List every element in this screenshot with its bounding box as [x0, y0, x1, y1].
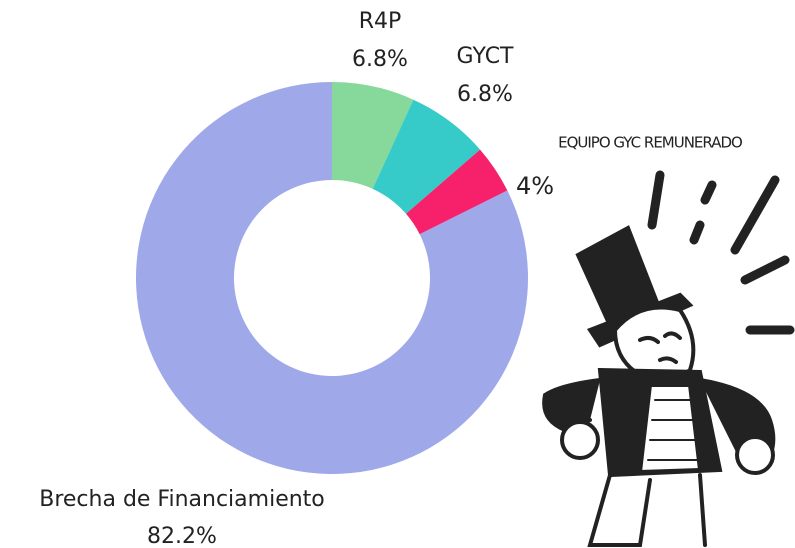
value-label: 6.8% — [352, 47, 408, 72]
value-label: 82.2% — [147, 524, 217, 548]
value-label: 4% — [516, 172, 554, 200]
illustration — [544, 175, 790, 545]
slice-label: GYCT — [457, 44, 515, 69]
slice-label: Brecha de Financiamiento — [39, 487, 325, 512]
value-label: 6.8% — [457, 82, 513, 107]
chart: R4P 6.8% GYCT 6.8% EQUIPO GYC REMUNERADO 4% Br… — [0, 0, 795, 548]
slice-label: R4P — [359, 9, 402, 34]
slice-label: EQUIPO GYC REMUNERADO — [558, 134, 742, 152]
